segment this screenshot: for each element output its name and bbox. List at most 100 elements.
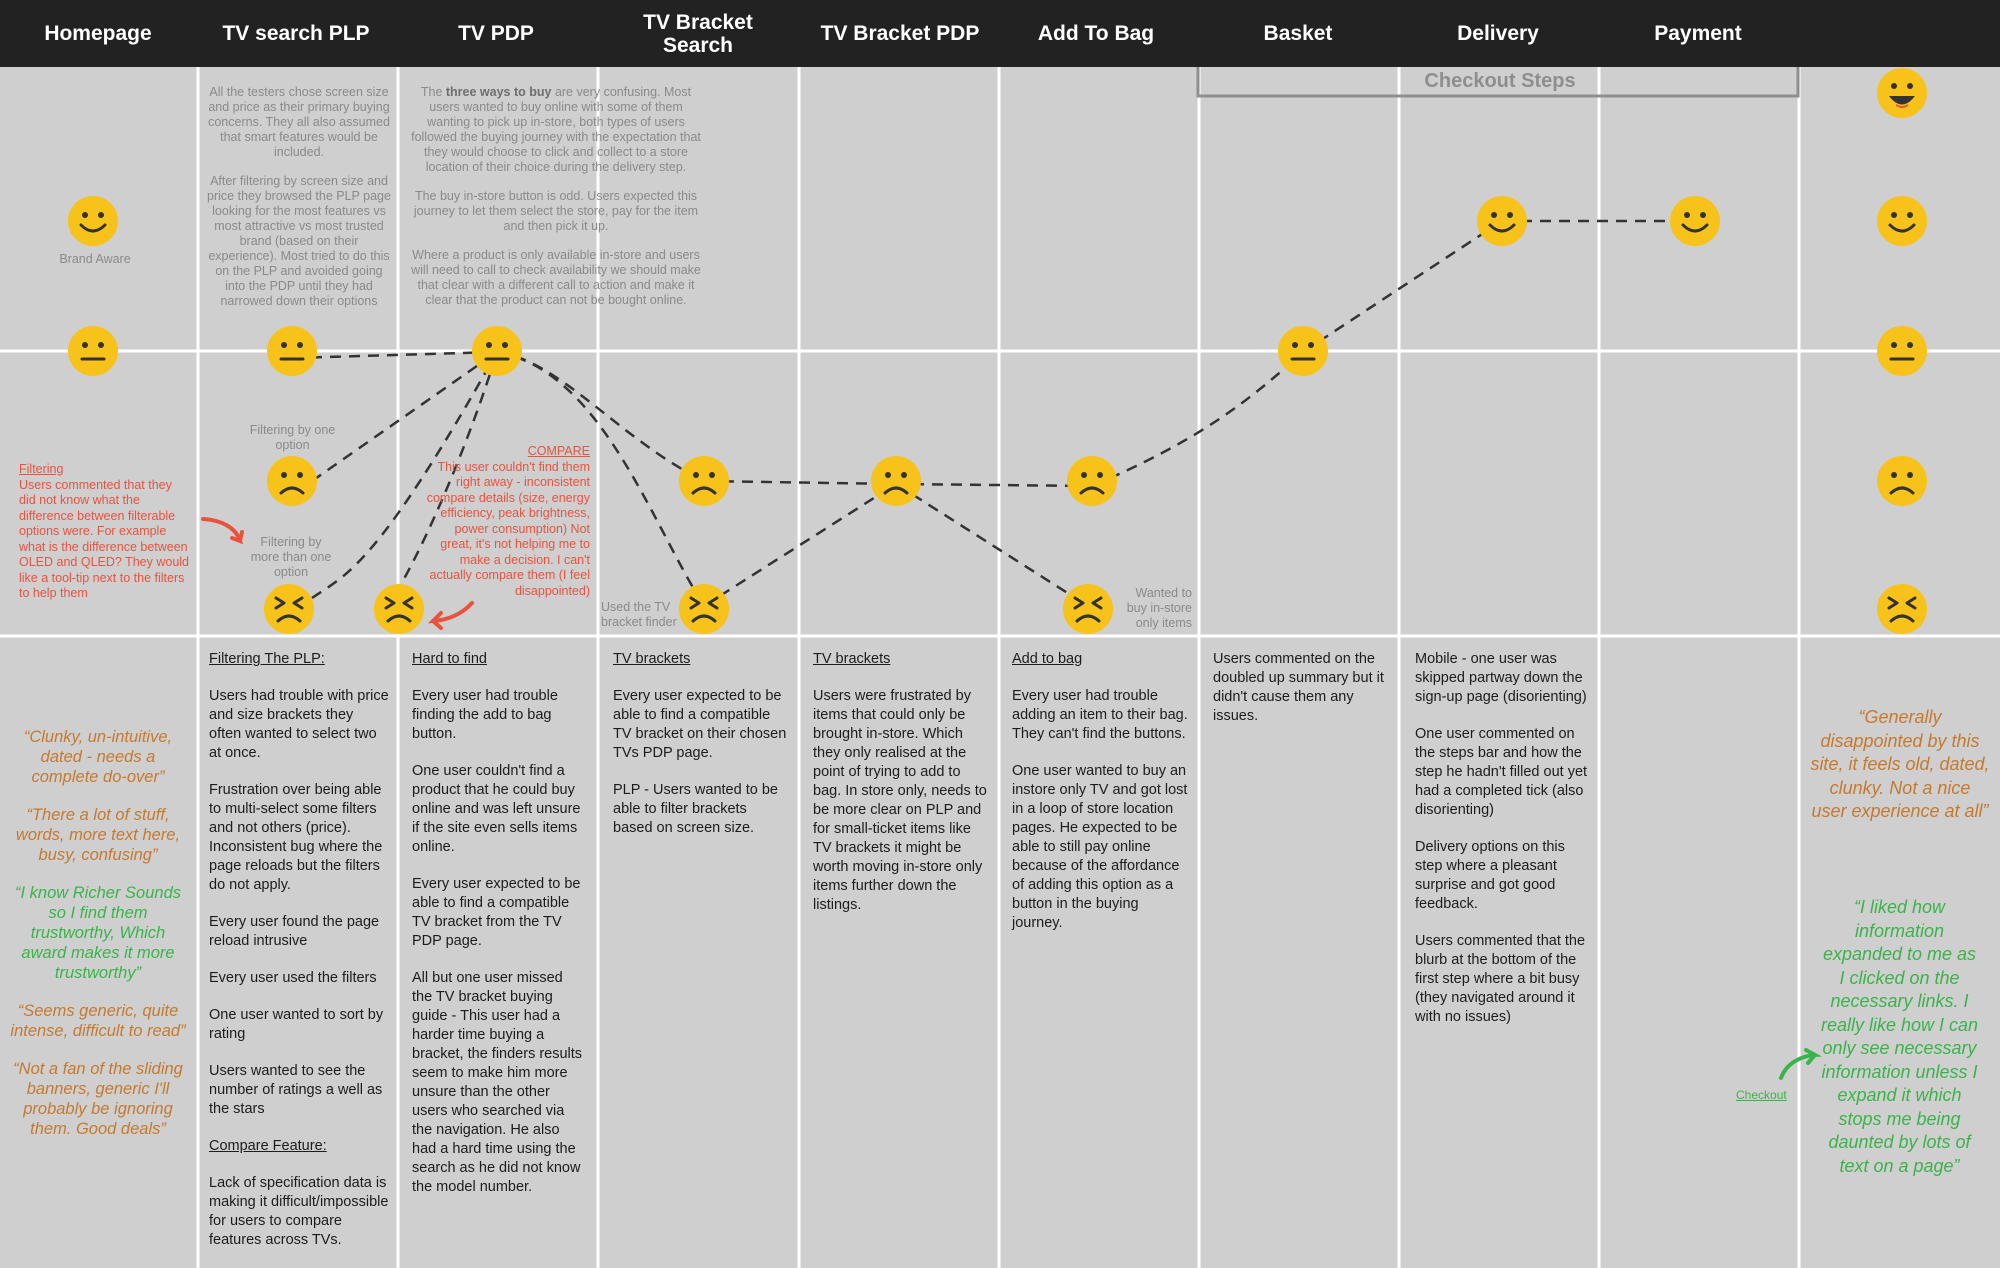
finding-text: Users wanted to see the number of rating… [209,1063,383,1117]
finding-text: Every user had trouble adding an item to… [1012,688,1188,742]
neutral-face-icon [470,324,524,378]
happy-face-icon [1875,194,1929,248]
sad-face-icon [1875,454,1929,508]
very-sad-face-icon [262,582,316,636]
red-arrow-icon [427,601,474,630]
pdp-note-bold: three ways to buy [445,85,552,99]
label-bracket-finder: Used the TV bracket finder [601,600,677,629]
pdp-note-3: Where a product is only available in-sto… [411,248,701,307]
very-happy-face-icon [1877,68,1927,118]
plp-note-2: After filtering by screen size and price… [207,174,391,308]
sad-face-icon [265,454,319,508]
stage-tv-search-plp: TV search PLP [222,22,370,45]
neutral-face-icon [265,324,319,378]
stage-homepage: Homepage [44,22,152,45]
add-to-bag-heading: Add to bag [1012,651,1083,667]
finding-text: Delivery options on this step where a pl… [1415,839,1565,912]
quote: “Clunky, un-intuitive, dated - needs a c… [23,728,173,786]
checkout-steps-bracket [1196,67,1800,98]
finding-text: Every user expected to be able to find a… [412,876,581,949]
pdp-note: The three ways to buy are very confusing… [408,85,704,308]
bracket-search-findings: TV brackets Every user expected to be ab… [613,650,787,856]
finding-text: Every user had trouble finding the add t… [412,688,558,742]
bracket-pdp-heading: TV brackets [813,651,891,667]
quote: “There a lot of stuff, words, more text … [15,806,181,864]
basket-findings: Users commented on the doubled up summar… [1213,650,1389,744]
neutral-face-icon [1276,324,1330,378]
delivery-findings: Mobile - one user was skipped partway do… [1415,650,1589,1045]
finding-text: One user commented on the steps bar and … [1415,726,1588,818]
finding-text: One user wanted to sort by rating [209,1007,384,1042]
journey-path-segment [311,351,499,600]
journey-path-segment [496,350,706,607]
neutral-face-icon [1875,324,1929,378]
compare-note-title: COMPARE [527,444,590,458]
checkout-link[interactable]: Checkout [1736,1088,1787,1102]
sad-face-icon [1065,454,1119,508]
pdp-heading: Hard to find [412,651,487,667]
finding-text: Every user expected to be able to find a… [613,688,787,761]
green-arrow-icon [1779,1048,1822,1080]
label-filtering-more: Filtering by more than one option [250,535,332,579]
stage-basket: Basket [1263,22,1333,45]
homepage-quotes: “Clunky, un-intuitive, dated - needs a c… [8,727,188,1139]
finding-text: One user wanted to buy an instore only T… [1012,763,1188,931]
journey-path-segment [291,350,498,360]
quote: “Seems generic, quite intense, difficult… [10,1002,186,1040]
filtering-note: Filtering Users commented that they did … [19,462,191,602]
pdp-findings: Hard to find Every user had trouble find… [412,650,586,1215]
stage-payment: Payment [1654,22,1742,45]
compare-heading: Compare Feature: [209,1138,327,1154]
finding-text: Mobile - one user was skipped partway do… [1415,651,1587,705]
finding-text: PLP - Users wanted to be able to filter … [613,782,778,836]
plp-note-1: All the testers chose screen size and pr… [208,85,390,159]
summary-quote: “I liked how information expanded to me … [1820,897,1979,1176]
add-to-bag-findings: Add to bag Every user had trouble adding… [1012,650,1188,951]
very-sad-face-icon [1875,582,1929,636]
very-sad-face-icon [372,582,426,636]
pdp-note-2: The buy in-store button is odd. Users ex… [413,189,699,233]
grid-lines [0,67,2000,1268]
quote: “Not a fan of the sliding banners, gener… [13,1060,183,1138]
sad-face-icon [869,454,923,508]
summary-quote: “Generally disappointed by this site, it… [1810,707,1990,821]
finding-text: Users commented on the doubled up summar… [1213,651,1384,724]
stage-tv-bracket-search: TV Bracket Search [643,10,753,57]
finding-text: Lack of specification data is making it … [209,1175,389,1248]
finding-text: Users had trouble with price and size br… [209,688,389,761]
compare-note-body: This user couldn't find them right away … [426,459,590,598]
pdp-note-post: are very confusing. Most users wanted to… [411,85,701,174]
finding-text: Every user used the filters [209,970,377,986]
neutral-face-icon [66,324,120,378]
stage-delivery: Delivery [1457,22,1539,45]
happy-face-icon [1668,194,1722,248]
plp-note: All the testers chose screen size and pr… [206,85,392,309]
filtering-note-body: Users commented that they did not know w… [19,477,190,601]
stage-tv-bracket-pdp: TV Bracket PDP [820,22,980,45]
finding-text: Every user found the page reload intrusi… [209,914,380,949]
finding-text: One user couldn't find a product that he… [412,763,581,855]
happy-face-icon [1475,194,1529,248]
finding-text: Frustration over being able to multi-sel… [209,782,383,893]
very-sad-face-icon [677,582,731,636]
stage-add-to-bag: Add To Bag [1037,22,1155,45]
very-sad-face-icon [1061,582,1115,636]
quote: “I know Richer Sounds so I find them tru… [15,884,181,982]
bracket-pdp-findings: TV brackets Users were frustrated by ite… [813,650,987,933]
pdp-note-1: The three ways to buy are very confusing… [408,85,704,175]
happy-face-icon [66,194,120,248]
compare-note: COMPARE This user couldn't find them rig… [420,444,590,599]
label-brand-aware: Brand Aware [59,252,131,266]
red-arrow-icon [201,517,244,545]
journey-path-segment [1302,219,1503,354]
sad-face-icon [677,454,731,508]
journey-path-segment [1091,351,1304,488]
filtering-note-title: Filtering [19,462,64,476]
checkout-steps-label: Checkout Steps [1424,70,1576,92]
label-filtering-one: Filtering by one option [249,423,336,452]
plp-findings: Filtering The PLP: Users had trouble wit… [209,650,389,1268]
finding-text: Users commented that the blurb at the bo… [1415,933,1586,1025]
finding-text: Users were frustrated by items that coul… [813,688,987,913]
plp-heading: Filtering The PLP: [209,651,325,667]
